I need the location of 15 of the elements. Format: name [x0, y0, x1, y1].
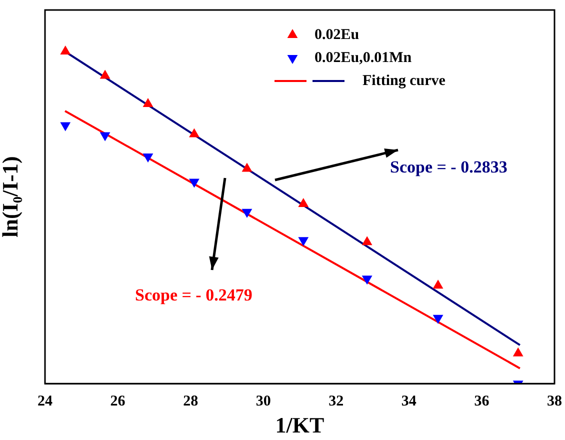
legend-label: 0.02Eu: [314, 26, 360, 43]
annotation: Scope = - 0.2479: [135, 285, 252, 304]
x-tick-label: 36: [474, 393, 490, 410]
x-tick-label: 30: [256, 393, 271, 410]
legend-label: 0.02Eu,0.01Mn: [314, 50, 412, 66]
x-axis-title: 1/KT: [275, 412, 325, 438]
x-tick-label: 26: [110, 393, 126, 410]
x-tick-label: 28: [183, 393, 198, 410]
x-tick-label: 24: [38, 393, 53, 410]
annotation: Scope = - 0.2833: [390, 157, 508, 176]
y-axis-title: ln(I₀/I-1): [0, 156, 23, 238]
legend-label: Fitting curve: [362, 72, 446, 89]
x-tick-label: 38: [547, 393, 562, 410]
x-tick-label: 34: [401, 393, 417, 410]
x-tick-label: 32: [328, 393, 344, 410]
